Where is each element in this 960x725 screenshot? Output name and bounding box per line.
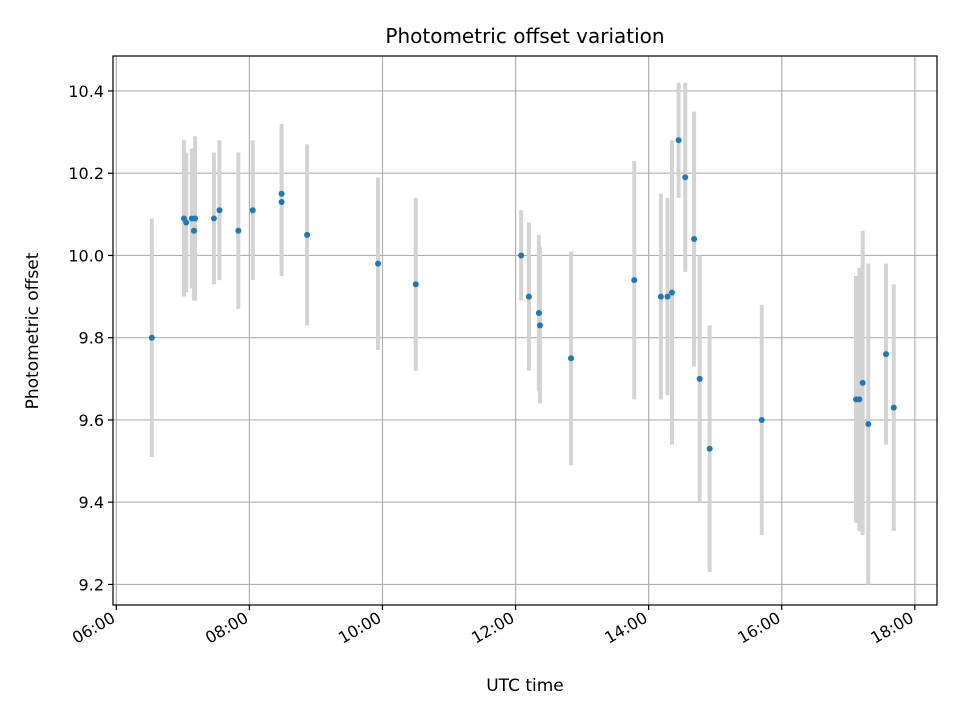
y-tick-label: 9.4 [79, 493, 104, 512]
data-point [568, 355, 575, 362]
data-point [675, 137, 682, 144]
data-point [412, 281, 419, 288]
data-point [518, 252, 525, 259]
y-tick-label: 9.6 [79, 411, 104, 430]
data-point [210, 215, 217, 222]
y-tick-label: 10.2 [68, 164, 104, 183]
data-point [882, 351, 889, 358]
data-point [657, 293, 664, 300]
data-point [668, 289, 675, 296]
y-tick-label: 10.4 [68, 82, 104, 101]
data-point [192, 215, 199, 222]
data-points [148, 137, 897, 452]
data-point [758, 416, 765, 423]
data-point [148, 334, 155, 341]
data-point [278, 198, 285, 205]
data-point [706, 445, 713, 452]
data-point [375, 260, 382, 267]
data-point [631, 277, 638, 284]
chart-title: Photometric offset variation [385, 24, 664, 48]
y-axis-label: Photometric offset [23, 252, 43, 409]
y-tick-label: 9.8 [79, 329, 104, 348]
data-point [535, 310, 542, 317]
y-tick-label: 10.0 [68, 246, 104, 265]
data-point [856, 396, 863, 403]
plot-background [113, 56, 937, 605]
plot-frame [112, 55, 938, 606]
data-point [859, 379, 866, 386]
data-point [664, 293, 671, 300]
data-point [249, 207, 256, 214]
data-point [691, 236, 698, 242]
y-axis-ticks: 9.2 9.4 9.6 9.8 10.0 10.2 10.4 [68, 82, 113, 594]
data-point [190, 227, 197, 234]
grid [113, 56, 937, 605]
data-point [682, 174, 689, 181]
data-point [865, 421, 872, 428]
data-point [536, 322, 543, 329]
data-point [304, 231, 311, 238]
data-point [278, 190, 285, 197]
data-point [525, 293, 532, 300]
data-point [890, 404, 897, 411]
data-point [235, 227, 242, 234]
data-point [696, 375, 703, 382]
y-tick-label: 9.2 [79, 575, 104, 594]
x-axis-label: UTC time [486, 676, 564, 696]
data-point [216, 207, 223, 214]
data-point [183, 219, 190, 226]
